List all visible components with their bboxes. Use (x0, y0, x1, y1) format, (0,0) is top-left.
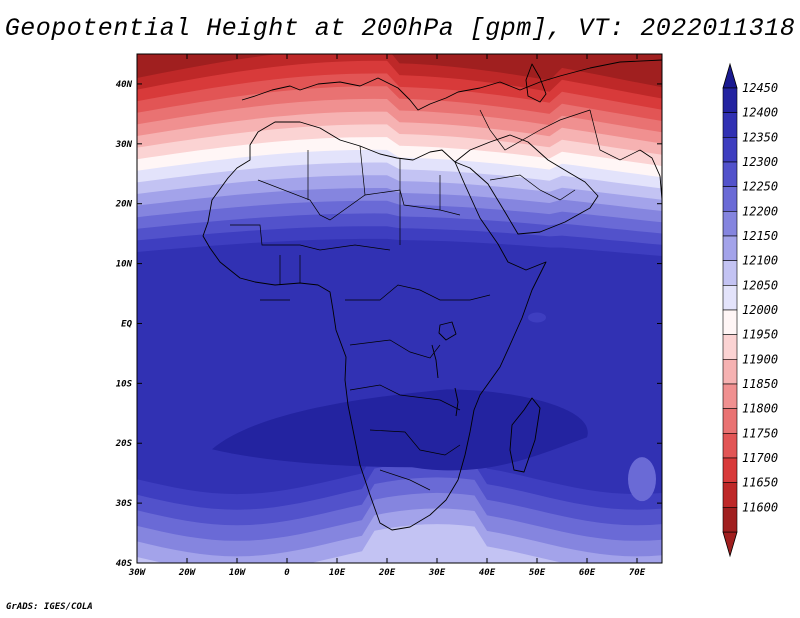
madagascar-coastline (509, 397, 541, 473)
lon-tick-label: 30W (128, 568, 147, 578)
colorbar-label: 11900 (742, 352, 778, 366)
southern-high (212, 389, 588, 471)
height-field (137, 54, 662, 563)
colorbar-swatch (722, 482, 738, 508)
europe-coastline (241, 59, 662, 111)
south-band (137, 524, 564, 563)
lon-tick-label: 30E (428, 568, 446, 578)
india-coastline (639, 149, 662, 201)
colorbar-cap-bottom (722, 531, 738, 558)
colorbar-label: 11650 (742, 476, 778, 490)
grads-credit: GrADS: IGES/COLA (6, 602, 93, 612)
lat-tick-label: 10N (116, 260, 133, 270)
colorbar-label: 12400 (742, 106, 778, 120)
colorbar-label: 11700 (742, 451, 778, 465)
colorbar-swatch (722, 137, 738, 163)
colorbar-swatch (722, 383, 738, 409)
colorbar-label: 12250 (742, 180, 778, 194)
colorbar-swatch (722, 507, 738, 533)
lat-tick-label: 40N (116, 80, 133, 90)
lat-tick-label: 30N (115, 140, 133, 150)
east-cell (528, 312, 546, 323)
colorbar-cap-top (722, 62, 738, 89)
lat-tick-label: EQ (121, 319, 132, 329)
arabia-coastline (454, 134, 599, 235)
lake-tanganyika (431, 344, 439, 379)
colorbar-swatch (722, 112, 738, 138)
lake-malawi (454, 387, 459, 417)
colorbar-swatch (722, 186, 738, 212)
colorbar-label: 11750 (742, 426, 778, 440)
lon-tick-label: 70E (629, 568, 646, 578)
lon-tick-label: 20W (178, 568, 197, 578)
se-cell (628, 457, 656, 502)
colorbar-swatch (722, 260, 738, 286)
colorbar-label: 12200 (742, 204, 778, 218)
colorbar-label: 12050 (742, 278, 778, 292)
colorbar-label: 12000 (742, 303, 778, 317)
lat-tick-label: 30S (115, 499, 133, 509)
lat-tick-label: 20S (115, 439, 133, 449)
lon-tick-label: 20E (378, 568, 396, 578)
lon-tick-label: 10W (229, 568, 247, 578)
colorbar-swatch (722, 285, 738, 311)
colorbar-label: 11800 (742, 402, 778, 416)
lon-tick-label: 60E (579, 568, 596, 578)
colorbar-label: 12300 (742, 155, 778, 169)
colorbar-label: 12100 (742, 254, 778, 268)
lat-tick-label: 20N (115, 200, 133, 210)
lat-tick-label: 10S (116, 379, 133, 389)
colorbar-swatch (722, 235, 738, 261)
lon-tick-label: 40E (479, 568, 496, 578)
colorbar-swatch (722, 87, 738, 113)
lon-tick-label: 50E (529, 568, 546, 578)
colorbar-label: 11950 (742, 328, 778, 342)
colorbar-swatch (722, 334, 738, 360)
colorbar: 12450 12400 12350 12300 12250 12200 12150 12100… (722, 62, 778, 558)
chart-title: Geopotential Height at 200hPa [gpm], VT:… (4, 14, 796, 43)
colorbar-swatch (722, 211, 738, 237)
colorbar-swatch (722, 433, 738, 459)
colorbar-swatch (722, 309, 738, 335)
lake-victoria (438, 321, 457, 341)
colorbar-label: 11600 (742, 500, 778, 514)
colorbar-label: 12150 (742, 229, 778, 243)
lon-tick-label: 0 (284, 568, 290, 578)
lon-tick-label: 10E (329, 568, 346, 578)
colorbar-label: 12450 (742, 81, 778, 95)
lat-tick-label: 40S (116, 559, 133, 569)
north-band (137, 54, 662, 88)
plot-frame (136, 53, 663, 564)
country-borders (230, 109, 641, 491)
colorbar-swatch (722, 161, 738, 187)
colorbar-swatch (722, 408, 738, 434)
colorbar-label: 11850 (742, 377, 778, 391)
axes: 30W 20W 10W 0 10E 20E 30E 40E 50E 60E 70E 40S 30S 20S… (115, 54, 662, 578)
caspian-coastline (525, 63, 547, 103)
colorbar-label: 12350 (742, 130, 778, 144)
colorbar-swatch (722, 359, 738, 385)
colorbar-swatch (722, 457, 738, 483)
